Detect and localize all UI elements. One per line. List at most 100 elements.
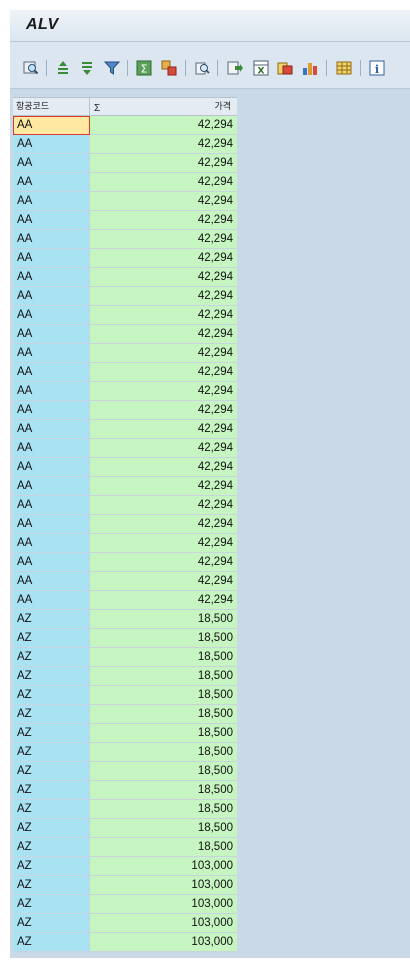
table-row[interactable]: AZ 18,500 (13, 762, 237, 781)
cell-airline-code[interactable]: AZ (13, 914, 90, 933)
table-row[interactable]: AZ 18,500 (13, 800, 237, 819)
cell-price[interactable]: 42,294 (90, 154, 237, 173)
cell-airline-code[interactable]: AZ (13, 933, 90, 952)
table-row[interactable]: AZ 18,500 (13, 686, 237, 705)
cell-airline-code[interactable]: AZ (13, 629, 90, 648)
cell-price[interactable]: 42,294 (90, 287, 237, 306)
table-row[interactable]: AA 42,294 (13, 458, 237, 477)
cell-price[interactable]: 42,294 (90, 173, 237, 192)
cell-price[interactable]: 18,500 (90, 762, 237, 781)
cell-airline-code[interactable]: AZ (13, 838, 90, 857)
cell-price[interactable]: 42,294 (90, 515, 237, 534)
details-icon[interactable] (23, 60, 39, 76)
table-row[interactable]: AZ 18,500 (13, 743, 237, 762)
cell-price[interactable]: 103,000 (90, 895, 237, 914)
cell-price[interactable]: 42,294 (90, 420, 237, 439)
cell-airline-code[interactable]: AZ (13, 781, 90, 800)
table-row[interactable]: AA 42,294 (13, 325, 237, 344)
cell-airline-code[interactable]: AA (13, 591, 90, 610)
cell-price[interactable]: 18,500 (90, 724, 237, 743)
cell-airline-code[interactable]: AZ (13, 800, 90, 819)
cell-price[interactable]: 103,000 (90, 857, 237, 876)
table-row[interactable]: AZ 103,000 (13, 857, 237, 876)
table-row[interactable]: AA 42,294 (13, 230, 237, 249)
cell-price[interactable]: 42,294 (90, 192, 237, 211)
cell-price[interactable]: 18,500 (90, 648, 237, 667)
cell-price[interactable]: 42,294 (90, 135, 237, 154)
cell-price[interactable]: 42,294 (90, 116, 237, 135)
table-row[interactable]: AA 42,294 (13, 382, 237, 401)
cell-price[interactable]: 103,000 (90, 876, 237, 895)
cell-airline-code[interactable]: AZ (13, 876, 90, 895)
cell-price[interactable]: 42,294 (90, 268, 237, 287)
cell-price[interactable]: 42,294 (90, 382, 237, 401)
cell-airline-code[interactable]: AZ (13, 724, 90, 743)
graphic-icon[interactable] (302, 60, 318, 76)
cell-price[interactable]: 42,294 (90, 572, 237, 591)
table-row[interactable]: AA 42,294 (13, 439, 237, 458)
table-row[interactable]: AA 42,294 (13, 192, 237, 211)
table-row[interactable]: AA 42,294 (13, 211, 237, 230)
cell-airline-code[interactable]: AA (13, 325, 90, 344)
cell-airline-code[interactable]: AA (13, 553, 90, 572)
cell-airline-code[interactable]: AZ (13, 648, 90, 667)
table-row[interactable]: AZ 18,500 (13, 648, 237, 667)
table-row[interactable]: AA 42,294 (13, 477, 237, 496)
layout-icon[interactable] (336, 60, 352, 76)
table-row[interactable]: AZ 103,000 (13, 933, 237, 952)
table-row[interactable]: AZ 18,500 (13, 629, 237, 648)
cell-price[interactable]: 42,294 (90, 458, 237, 477)
table-row[interactable]: AA 42,294 (13, 515, 237, 534)
table-row[interactable]: AA 42,294 (13, 306, 237, 325)
cell-price[interactable]: 42,294 (90, 591, 237, 610)
cell-price[interactable]: 42,294 (90, 344, 237, 363)
cell-airline-code[interactable]: AA (13, 458, 90, 477)
cell-airline-code[interactable]: AZ (13, 895, 90, 914)
cell-airline-code[interactable]: AA (13, 382, 90, 401)
column-header-price[interactable]: Σ 가격 (90, 98, 237, 115)
cell-airline-code[interactable]: AA (13, 192, 90, 211)
table-row[interactable]: AA 42,294 (13, 534, 237, 553)
filter-icon[interactable] (104, 60, 120, 76)
cell-price[interactable]: 42,294 (90, 211, 237, 230)
cell-airline-code[interactable]: AZ (13, 819, 90, 838)
cell-price[interactable]: 18,500 (90, 610, 237, 629)
cell-airline-code[interactable]: AA (13, 344, 90, 363)
table-row[interactable]: AA 42,294 (13, 249, 237, 268)
column-header-airline-code[interactable]: 항공코드 (13, 98, 90, 115)
cell-airline-code[interactable]: AA (13, 135, 90, 154)
cell-airline-code[interactable]: AZ (13, 686, 90, 705)
cell-airline-code[interactable]: AA (13, 363, 90, 382)
sort-descending-icon[interactable] (79, 60, 95, 76)
cell-airline-code[interactable]: AA (13, 534, 90, 553)
cell-airline-code[interactable]: AA (13, 572, 90, 591)
cell-price[interactable]: 42,294 (90, 325, 237, 344)
word-processing-icon[interactable] (277, 60, 293, 76)
table-row[interactable]: AA 42,294 (13, 116, 237, 135)
cell-airline-code[interactable]: AZ (13, 762, 90, 781)
table-row[interactable]: AA 42,294 (13, 572, 237, 591)
cell-price[interactable]: 42,294 (90, 439, 237, 458)
table-row[interactable]: AZ 18,500 (13, 724, 237, 743)
table-row[interactable]: AZ 18,500 (13, 610, 237, 629)
table-row[interactable]: AZ 103,000 (13, 914, 237, 933)
cell-price[interactable]: 18,500 (90, 800, 237, 819)
cell-price[interactable]: 42,294 (90, 363, 237, 382)
table-row[interactable]: AZ 103,000 (13, 876, 237, 895)
sum-icon[interactable]: Σ (136, 60, 152, 76)
cell-airline-code[interactable]: AA (13, 211, 90, 230)
cell-price[interactable]: 42,294 (90, 534, 237, 553)
cell-price[interactable]: 18,500 (90, 838, 237, 857)
table-row[interactable]: AZ 18,500 (13, 838, 237, 857)
cell-airline-code[interactable]: AA (13, 116, 90, 135)
subtotal-icon[interactable] (161, 60, 177, 76)
cell-price[interactable]: 42,294 (90, 477, 237, 496)
cell-airline-code[interactable]: AA (13, 420, 90, 439)
cell-price[interactable]: 42,294 (90, 553, 237, 572)
cell-price[interactable]: 18,500 (90, 629, 237, 648)
cell-price[interactable]: 42,294 (90, 306, 237, 325)
table-row[interactable]: AA 42,294 (13, 553, 237, 572)
cell-airline-code[interactable]: AA (13, 477, 90, 496)
cell-price[interactable]: 42,294 (90, 496, 237, 515)
sort-ascending-icon[interactable] (55, 60, 71, 76)
